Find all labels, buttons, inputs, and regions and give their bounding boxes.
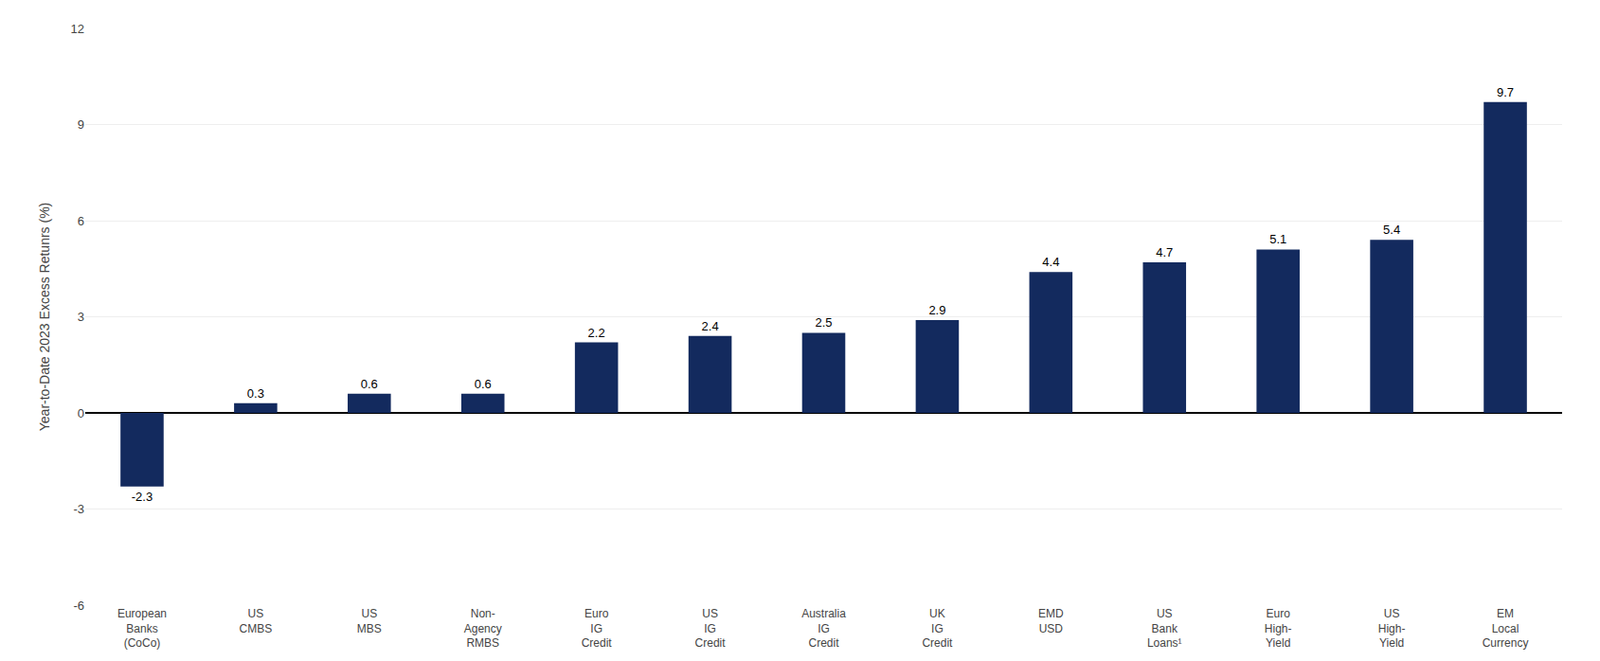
svg-text:0.6: 0.6 xyxy=(474,377,492,392)
svg-text:USCMBS: USCMBS xyxy=(239,607,273,636)
svg-text:2.9: 2.9 xyxy=(928,303,946,318)
svg-text:USHigh-Yield: USHigh-Yield xyxy=(1378,607,1406,650)
svg-text:9.7: 9.7 xyxy=(1496,85,1514,100)
svg-text:EuropeanBanks(CoCo): EuropeanBanks(CoCo) xyxy=(117,607,167,650)
svg-text:5.4: 5.4 xyxy=(1383,222,1401,237)
svg-text:3: 3 xyxy=(77,309,85,324)
svg-text:2.2: 2.2 xyxy=(588,325,606,341)
svg-text:4.7: 4.7 xyxy=(1155,245,1173,260)
svg-text:4.4: 4.4 xyxy=(1042,254,1060,270)
svg-text:USMBS: USMBS xyxy=(357,607,382,636)
svg-text:0: 0 xyxy=(77,406,85,421)
svg-text:EMLocalCurrency: EMLocalCurrency xyxy=(1482,607,1529,650)
svg-text:Non-AgencyRMBS: Non-AgencyRMBS xyxy=(464,607,503,650)
svg-text:USBankLoans¹: USBankLoans¹ xyxy=(1147,607,1183,650)
svg-text:AustraliaIGCredit: AustraliaIGCredit xyxy=(801,607,846,650)
svg-text:2.4: 2.4 xyxy=(701,319,720,334)
svg-text:5.1: 5.1 xyxy=(1269,232,1287,247)
svg-text:6: 6 xyxy=(77,214,85,229)
svg-text:-3: -3 xyxy=(72,502,85,517)
svg-text:UKIGCredit: UKIGCredit xyxy=(921,607,953,650)
svg-text:EuroIGCredit: EuroIGCredit xyxy=(581,607,613,650)
svg-text:12: 12 xyxy=(71,21,85,36)
svg-text:0.3: 0.3 xyxy=(247,386,265,401)
svg-text:EMDUSD: EMDUSD xyxy=(1038,607,1064,636)
svg-text:Year-to-Date 2023 Excess Retun: Year-to-Date 2023 Excess Retunrs (%) xyxy=(36,202,53,432)
svg-text:9: 9 xyxy=(77,117,85,132)
svg-text:-6: -6 xyxy=(72,598,85,613)
svg-text:0.6: 0.6 xyxy=(360,377,378,392)
svg-text:USIGCredit: USIGCredit xyxy=(695,607,727,650)
svg-text:2.5: 2.5 xyxy=(814,315,832,330)
svg-text:-2.3: -2.3 xyxy=(131,489,153,504)
svg-text:EuroHigh-Yield: EuroHigh-Yield xyxy=(1264,607,1293,650)
